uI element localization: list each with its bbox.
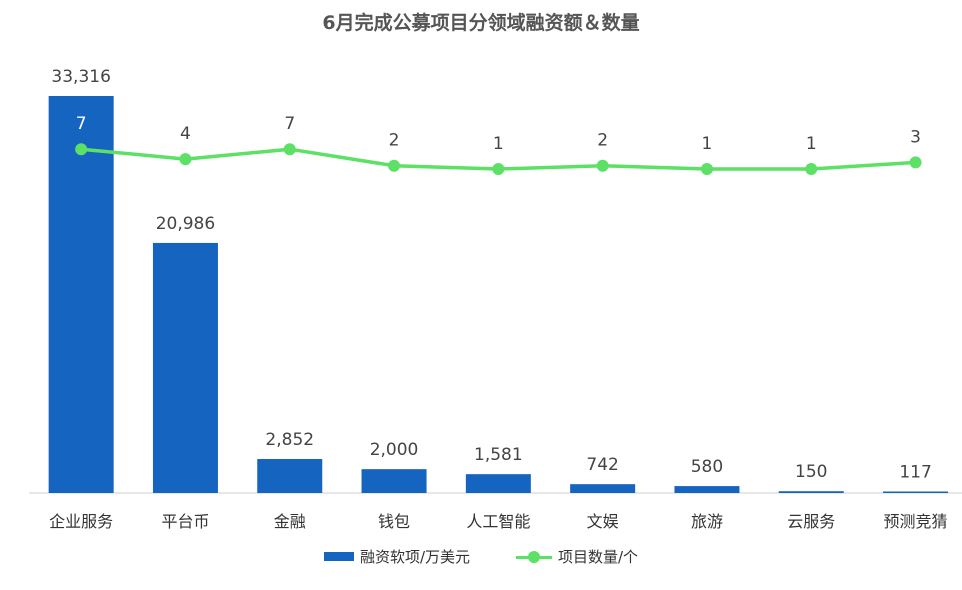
line-value-label-1: 4 <box>180 124 191 144</box>
chart-title: 6月完成公募项目分领域融资额＆数量 <box>322 12 640 34</box>
bar-value-label-2: 2,852 <box>265 430 314 450</box>
line-value-label-6: 1 <box>702 134 713 154</box>
line-point-0 <box>75 143 88 156</box>
x-tick-label-6: 旅游 <box>691 512 723 531</box>
line-value-label-3: 2 <box>389 131 400 151</box>
line-value-label-4: 1 <box>493 134 504 154</box>
bar-3 <box>361 469 427 493</box>
bar-value-label-7: 150 <box>795 462 827 482</box>
bar-0 <box>48 96 114 493</box>
x-tick-label-0: 企业服务 <box>49 512 113 531</box>
legend-line-swatch <box>516 550 552 563</box>
bar-value-label-0: 33,316 <box>51 67 110 87</box>
x-tick-label-3: 钱包 <box>378 512 410 531</box>
line-point-4 <box>492 163 505 175</box>
line-value-label-0: 7 <box>76 114 87 134</box>
bar-value-label-4: 1,581 <box>474 445 523 465</box>
x-tick-label-1: 平台币 <box>161 512 209 531</box>
legend-line-label: 项目数量/个 <box>558 548 639 566</box>
line-value-label-7: 1 <box>806 134 817 154</box>
bar-5 <box>570 484 636 493</box>
legend-item-line: 项目数量/个 <box>516 546 638 567</box>
legend-item-bar: 融资软项/万美元 <box>323 546 470 567</box>
legend: 融资软项/万美元 项目数量/个 <box>0 546 962 567</box>
legend-bar-label: 融资软项/万美元 <box>359 548 470 566</box>
x-tick-label-7: 云服务 <box>787 512 835 531</box>
bar-value-label-8: 117 <box>899 463 931 483</box>
bar-8 <box>883 491 949 493</box>
line-value-label-2: 7 <box>284 114 295 134</box>
bar-7 <box>778 491 844 493</box>
line-point-6 <box>700 163 713 175</box>
chart-canvas: 33,316 企业服务 20,986 平台币 2,852 金融 2,000 钱包 1,581 人工… <box>29 67 962 531</box>
bar-value-label-1: 20,986 <box>156 214 215 234</box>
line-point-5 <box>596 159 609 172</box>
line-value-label-8: 3 <box>910 127 921 147</box>
bar-value-label-3: 2,000 <box>370 440 419 460</box>
bar-2 <box>257 459 323 493</box>
line-point-8 <box>909 156 922 169</box>
bar-value-label-5: 742 <box>586 455 618 475</box>
x-tick-label-8: 预测竞猜 <box>884 512 948 531</box>
line-value-label-5: 2 <box>597 131 608 151</box>
bar-6 <box>674 486 740 493</box>
line-point-7 <box>805 163 818 175</box>
line-point-1 <box>179 153 192 166</box>
x-tick-label-2: 金融 <box>274 512 306 531</box>
bar-4 <box>465 474 531 493</box>
line-point-2 <box>283 143 296 156</box>
x-tick-label-4: 人工智能 <box>466 512 530 531</box>
legend-bar-swatch <box>323 552 354 561</box>
bar-value-label-6: 580 <box>691 457 723 477</box>
x-tick-label-5: 文娱 <box>587 512 619 531</box>
line-point-3 <box>388 159 401 172</box>
bar-1 <box>152 242 218 493</box>
